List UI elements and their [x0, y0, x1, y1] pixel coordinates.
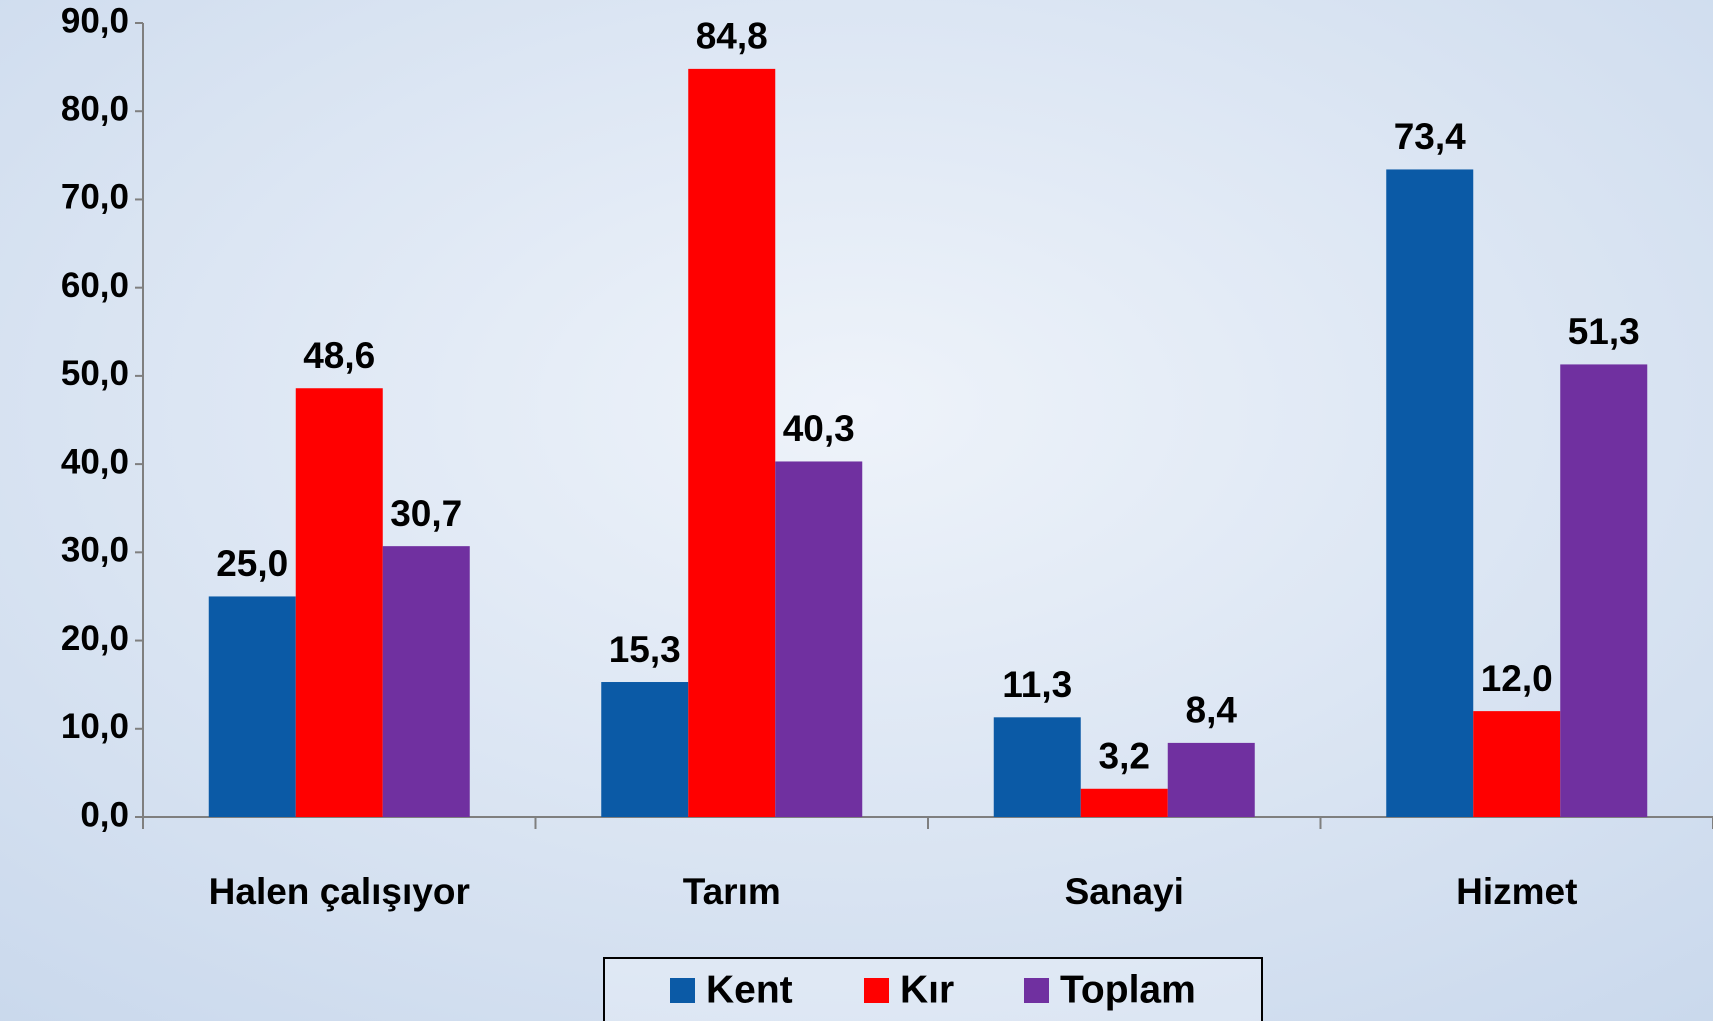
- page: {"chart_data": {"type": "bar", "categori…: [0, 0, 1713, 1021]
- data-label: 3,2: [1099, 736, 1150, 777]
- data-label: 40,3: [783, 408, 855, 449]
- bar: [383, 546, 470, 817]
- y-tick-label: 40,0: [61, 442, 129, 481]
- bar: [1560, 364, 1647, 817]
- y-tick-label: 0,0: [80, 795, 129, 834]
- data-label: 11,3: [1002, 664, 1072, 705]
- bar: [994, 717, 1081, 817]
- legend-swatch: [670, 978, 695, 1003]
- y-tick-label: 90,0: [61, 1, 129, 40]
- bar: [1473, 711, 1560, 817]
- data-label: 8,4: [1186, 690, 1238, 731]
- x-tick-label: Sanayi: [1065, 871, 1184, 912]
- y-tick-label: 60,0: [61, 266, 129, 305]
- bar: [688, 69, 775, 817]
- y-tick-label: 80,0: [61, 89, 129, 128]
- data-label: 25,0: [216, 543, 288, 584]
- bar: [1081, 789, 1168, 817]
- data-label: 73,4: [1394, 116, 1466, 157]
- chart: 0,0 10,0 20,0 30,0 40,0 50,0 60,0 70,0 80,0 90,0 H…: [0, 0, 1713, 1021]
- legend-label: Kır: [900, 968, 954, 1011]
- data-label: 48,6: [303, 335, 375, 376]
- bar: [1168, 743, 1255, 817]
- y-tick-label: 30,0: [61, 531, 129, 570]
- y-tick-label: 10,0: [61, 707, 129, 746]
- y-tick-label: 50,0: [61, 354, 129, 393]
- y-tick-label: 70,0: [61, 178, 129, 217]
- data-label: 12,0: [1481, 658, 1553, 699]
- x-tick-label: Tarım: [683, 871, 781, 912]
- bar: [1386, 169, 1473, 817]
- legend-swatch: [864, 978, 889, 1003]
- y-tick-label: 20,0: [61, 619, 129, 658]
- data-label: 84,8: [696, 16, 768, 57]
- bar: [296, 388, 383, 817]
- legend-label: Toplam: [1060, 968, 1196, 1011]
- legend-label: Kent: [706, 968, 793, 1011]
- bar: [209, 596, 296, 817]
- legend-swatch: [1024, 978, 1049, 1003]
- data-label: 51,3: [1568, 311, 1640, 352]
- data-label: 30,7: [390, 493, 462, 534]
- bar: [775, 461, 862, 817]
- bar: [601, 682, 688, 817]
- x-tick-label: Halen çalışıyor: [209, 871, 470, 912]
- data-label: 15,3: [609, 629, 681, 670]
- x-tick-label: Hizmet: [1456, 871, 1577, 912]
